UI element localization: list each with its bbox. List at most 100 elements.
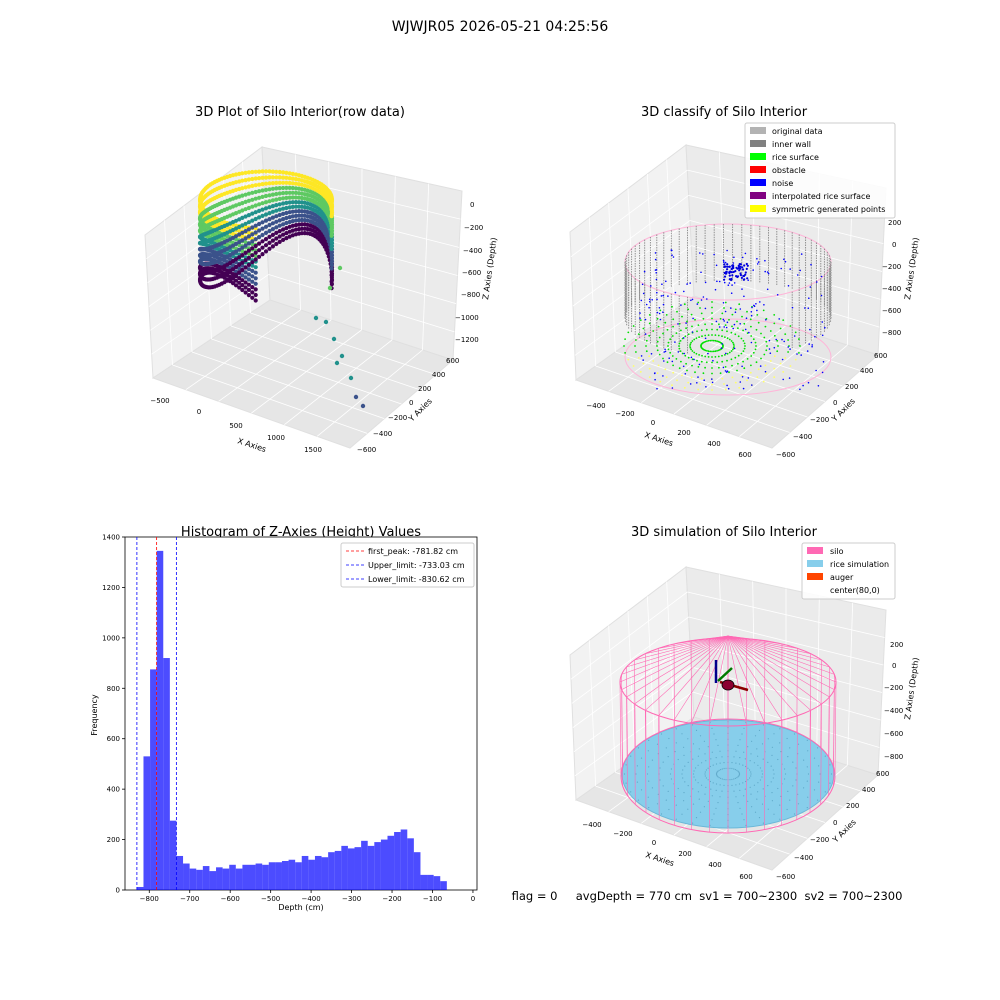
simulation-zlabel: Z Axies (Depth) [903,657,921,720]
classify-surface-point [648,322,651,325]
histogram-bar [433,876,441,890]
classify-noise-point [724,261,727,264]
classify-y-ticks: 600 400 200 0 −200 −400 −600 [776,352,887,459]
classify-ytick: 0 [833,399,837,407]
rice-dot [665,747,667,749]
rice-dot [683,746,685,748]
raw-point [243,225,248,230]
raw-point [240,223,245,228]
histogram-bar [407,838,414,890]
raw-point [329,233,334,238]
raw-point [243,275,248,280]
simulation-legend: silo rice simulation auger center(80,0) [801,542,896,600]
classify-noise-point [653,372,656,375]
raw-point [243,236,248,241]
classify-surface-point [675,358,678,360]
classify-surface-point [776,350,779,353]
classify-noise-point [755,303,757,305]
classify-noise-point [723,326,725,328]
rice-dot [636,765,639,767]
raw-point [233,226,239,231]
classify-noise-point [689,282,691,284]
raw-point [290,219,295,224]
raw-point [267,234,272,239]
classify-surface-point [734,356,737,359]
classify-noise-point [750,314,753,317]
raw-point [329,273,334,278]
rice-dot [761,773,764,775]
histogram-bar [374,842,381,890]
rice-dot [715,739,717,741]
raw-point [284,205,289,211]
raw-point [290,214,295,219]
histogram-title: Histogram of Z-Axies (Height) Values [181,525,421,540]
classify-surface-point [686,369,688,372]
classify-noise-cluster-point [745,262,748,266]
rice-dot [779,804,781,806]
rice-dot [773,813,775,815]
classify-xtick: 0 [651,419,655,427]
rice-dot [738,773,741,775]
rice-dot [729,779,731,781]
raw-point [243,270,248,275]
raw-point [284,185,289,190]
classify-surface-point [666,361,669,364]
classify-surface-point [707,339,710,342]
classify-xtick: 600 [738,451,751,459]
raw-point [260,239,265,244]
silo-wall-line [626,666,628,757]
classify-surface-point [689,346,692,349]
rice-dot [712,764,714,766]
silo-roof-line [727,635,822,705]
rice-dot [647,796,649,798]
raw-point [281,191,286,196]
rice-dot [780,751,782,753]
rice-dot [705,777,708,779]
raw-point [270,198,275,203]
rice-dot [683,800,685,802]
rice-dot [743,819,745,821]
raw-point [250,246,255,251]
silo-wall-line [809,653,812,740]
raw-point [243,192,248,197]
raw-point [263,200,269,205]
raw-ztick: −1200 [455,336,479,344]
rice-dot [750,793,752,795]
rice-dot [761,743,764,745]
classify-surface-point [687,356,690,359]
legend-label: center(80,0) [830,586,880,595]
rice-dot [647,750,649,752]
rice-dot [695,817,698,819]
rice-dot [675,728,677,730]
rice-dot [717,802,719,804]
classify-surface-point [779,327,782,330]
classify-surface-point [637,357,640,359]
raw-point [263,181,269,186]
classify-surface-point [697,301,700,304]
rice-dot [692,743,695,745]
raw-point [270,204,275,209]
rice-dot [744,758,746,760]
classify-noise-cluster-point [730,271,734,274]
classify-surface-point [695,352,698,355]
raw-point [274,180,279,185]
classify-noise-point [662,311,664,314]
raw-point [284,236,289,241]
raw-point [281,232,286,237]
raw-point [243,285,248,290]
raw-point [243,221,248,226]
raw-outlier-point [360,403,366,409]
rice-dot [630,791,632,793]
raw-point [274,186,279,191]
classify-surface-point [698,336,700,338]
classify-surface-point [693,351,696,354]
classify-surface-point [684,354,687,357]
raw-point [253,270,258,275]
classify-noise-point [744,328,747,331]
rice-dot [662,785,664,787]
histogram-bar [413,852,421,890]
classify-surface-point [648,376,651,378]
legend-label: obstacle [772,166,806,175]
silo-roof-line [727,635,835,675]
classify-noise-point [820,275,823,278]
